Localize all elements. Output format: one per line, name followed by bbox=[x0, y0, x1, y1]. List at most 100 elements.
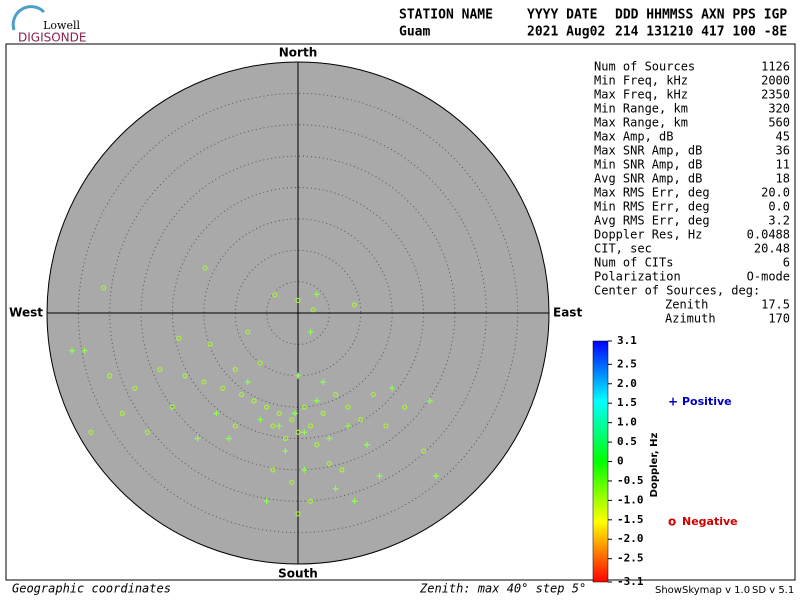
source-negative bbox=[270, 467, 276, 473]
legend-label: Positive bbox=[682, 395, 732, 408]
stat-value: 20.0 bbox=[761, 186, 790, 200]
colorbar-label: Doppler, Hz bbox=[649, 433, 660, 498]
stat-label: Min Range, km bbox=[594, 102, 688, 116]
center-label: Zenith bbox=[665, 298, 708, 312]
colorbar-tick-label: 0 bbox=[617, 455, 624, 468]
source-negative bbox=[402, 404, 408, 410]
stat-label: Min RMS Err, deg bbox=[594, 200, 710, 214]
stat-label: Polarization bbox=[594, 270, 681, 284]
source-negative bbox=[307, 498, 314, 504]
source-positive bbox=[326, 435, 333, 442]
source-positive bbox=[307, 328, 314, 335]
direction-label: North bbox=[279, 46, 317, 60]
source-negative bbox=[383, 423, 389, 429]
source-negative bbox=[289, 479, 295, 486]
colorbar-tick-label: -1.5 bbox=[617, 513, 644, 526]
legend-marker: + bbox=[668, 395, 678, 409]
source-negative bbox=[326, 461, 332, 467]
source-negative bbox=[201, 379, 207, 385]
stat-label: Num of Sources bbox=[594, 60, 695, 74]
source-positive bbox=[69, 347, 76, 354]
source-positive bbox=[257, 416, 264, 423]
source-negative bbox=[157, 366, 163, 373]
source-negative bbox=[232, 423, 238, 429]
source-positive bbox=[313, 291, 320, 298]
source-positive bbox=[351, 498, 358, 505]
header-column: YYYY DATE bbox=[527, 8, 597, 23]
source-positive bbox=[276, 422, 283, 429]
stat-value: 0.0 bbox=[768, 200, 790, 214]
header-value: 2021 Aug02 bbox=[527, 25, 605, 40]
source-negative bbox=[301, 404, 307, 410]
source-positive bbox=[244, 379, 251, 386]
source-negative bbox=[238, 391, 245, 398]
stat-label: Min SNR Amp, dB bbox=[594, 158, 702, 172]
source-positive bbox=[345, 422, 352, 429]
stat-value: O-mode bbox=[747, 270, 790, 284]
stat-label: Avg SNR Amp, dB bbox=[594, 172, 702, 186]
footer-coordinates: Geographic coordinates bbox=[12, 582, 171, 596]
colorbar-tick-label: -1.0 bbox=[617, 493, 644, 506]
colorbar-tick-label: 3.1 bbox=[617, 334, 637, 347]
colorbar bbox=[592, 340, 609, 583]
source-negative bbox=[207, 341, 213, 347]
stat-value: 3.2 bbox=[768, 214, 790, 228]
legend-marker: o bbox=[668, 515, 676, 529]
stat-label: Max SNR Amp, dB bbox=[594, 144, 702, 158]
stat-value: 45 bbox=[776, 130, 790, 144]
source-positive bbox=[389, 385, 396, 392]
stat-label: Doppler Res, Hz bbox=[594, 228, 702, 242]
source-positive bbox=[295, 372, 301, 379]
colorbar-tick-label: 0.5 bbox=[617, 435, 637, 448]
source-negative bbox=[272, 292, 278, 298]
source-negative bbox=[370, 391, 376, 398]
stat-label: Max Range, km bbox=[594, 116, 688, 130]
source-negative bbox=[202, 265, 208, 271]
source-negative bbox=[169, 404, 176, 410]
stat-label: Max Freq, kHz bbox=[594, 88, 688, 102]
colorbar-tick-label: -2.5 bbox=[617, 552, 644, 565]
stat-label: Avg RMS Err, deg bbox=[594, 214, 710, 228]
source-negative bbox=[132, 385, 138, 391]
source-negative bbox=[144, 429, 150, 435]
source-negative bbox=[251, 398, 257, 404]
colorbar-tick-label: 1.5 bbox=[617, 396, 637, 409]
stat-value: 36 bbox=[776, 144, 790, 158]
source-negative bbox=[295, 511, 301, 517]
stat-value: 2350 bbox=[761, 88, 790, 102]
colorbar-tick-label: -2.0 bbox=[617, 532, 644, 545]
source-negative bbox=[333, 391, 339, 398]
source-negative bbox=[257, 360, 263, 366]
source-negative bbox=[264, 404, 270, 410]
source-negative bbox=[295, 297, 301, 304]
source-negative bbox=[182, 373, 188, 379]
source-negative bbox=[176, 335, 182, 341]
colorbar-tick-label: -0.5 bbox=[617, 474, 644, 487]
stat-value: 6 bbox=[783, 256, 790, 270]
source-positive bbox=[282, 448, 289, 455]
source-negative bbox=[307, 423, 314, 429]
source-negative bbox=[289, 417, 295, 423]
stat-value: 0.0488 bbox=[747, 228, 790, 242]
source-negative bbox=[420, 448, 427, 454]
source-negative bbox=[310, 307, 316, 313]
source-positive bbox=[225, 435, 232, 442]
source-positive bbox=[213, 410, 220, 417]
source-negative bbox=[220, 385, 226, 391]
direction-label: West bbox=[9, 306, 43, 320]
colorbar-tick-label: 1.0 bbox=[617, 416, 637, 429]
source-negative bbox=[339, 467, 345, 473]
center-title: Center of Sources, deg: bbox=[594, 284, 760, 298]
source-negative bbox=[314, 442, 320, 448]
logo-top: Lowell bbox=[43, 19, 80, 32]
source-positive bbox=[433, 473, 440, 480]
source-negative bbox=[232, 366, 238, 373]
stat-label: Min Freq, kHz bbox=[594, 74, 688, 88]
stat-value: 11 bbox=[776, 158, 790, 172]
source-positive bbox=[291, 410, 298, 417]
footer-software: ShowSkymap v 1.0 bbox=[655, 585, 750, 596]
footer-zenith: Zenith: max 40° step 5° bbox=[419, 582, 586, 596]
stat-value: 1126 bbox=[761, 60, 790, 74]
source-positive bbox=[301, 466, 308, 473]
